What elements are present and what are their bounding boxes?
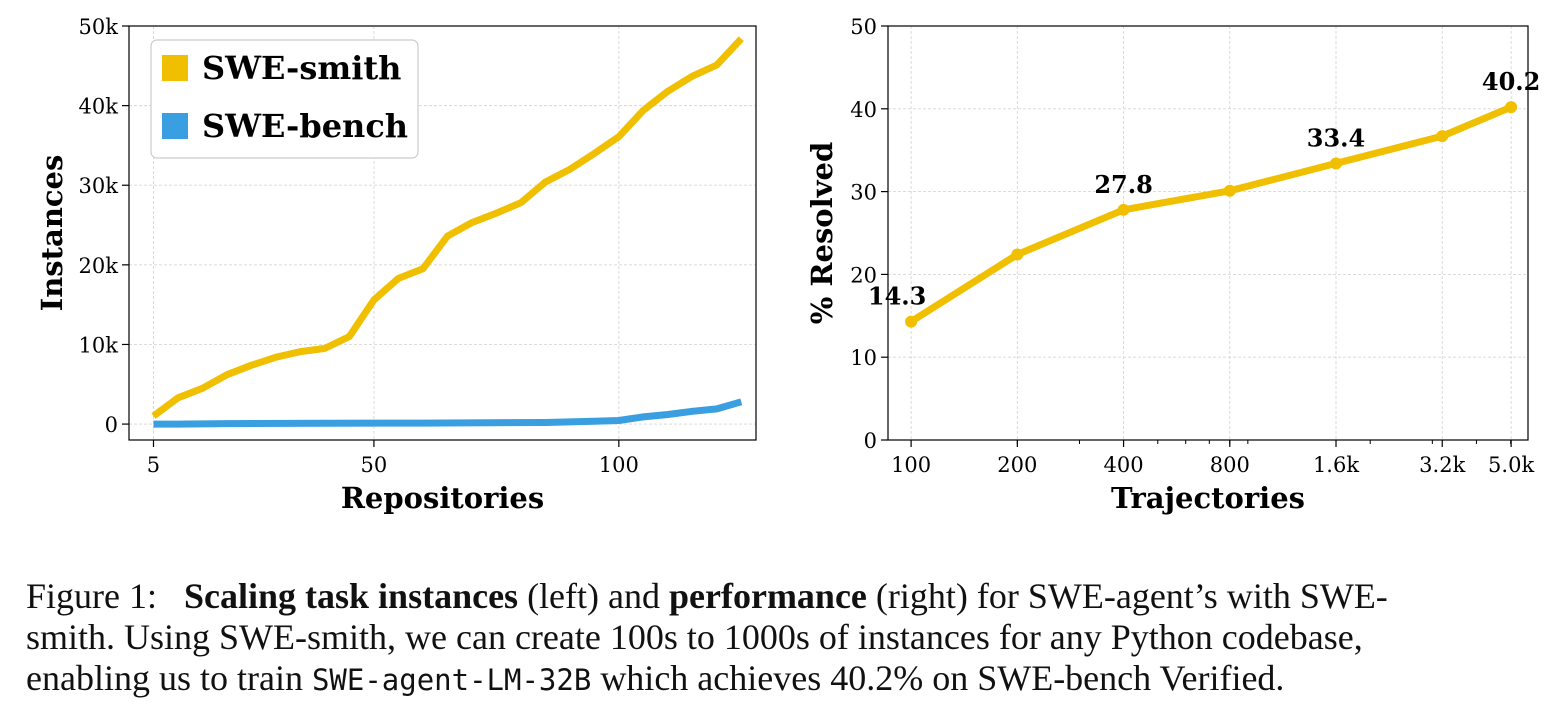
caption-line-2: smith. Using SWE-smith, we can create 10… [26, 617, 1363, 657]
data-label-33-4: 33.4 [1307, 123, 1365, 152]
x-tick-label-5: 5 [147, 453, 160, 477]
y-axis-label: % Resolved [805, 142, 839, 324]
data-point-100 [905, 315, 918, 328]
x-tick-label-50: 50 [361, 453, 388, 477]
caption-line-3-post: which achieves 40.2% on SWE-bench Verifi… [591, 658, 1285, 698]
caption-prefix: Figure 1: [26, 576, 157, 616]
caption-line-3-pre: enabling us to train [26, 658, 312, 698]
legend-swatch-swe-bench [162, 113, 188, 139]
x-tick-label-800: 800 [1210, 453, 1250, 477]
x-tick-label-1-6k: 1.6k [1313, 453, 1359, 477]
y-tick-label-40: 40 [850, 98, 877, 122]
x-axis-label: Trajectories [1111, 481, 1305, 515]
y-tick-label-30k: 30k [79, 174, 119, 198]
legend-swatch-swe-smith [162, 55, 188, 81]
y-tick-label-0: 0 [105, 413, 118, 437]
caption-mid-1: (left) and [518, 576, 669, 616]
y-tick-label-10k: 10k [79, 333, 119, 357]
legend: SWE-smith SWE-bench [150, 39, 419, 159]
y-tick-label-50k: 50k [79, 15, 119, 39]
data-label-27-8: 27.8 [1094, 170, 1152, 199]
y-tick-label-20k: 20k [79, 254, 119, 278]
y-tick-label-20: 20 [850, 263, 877, 287]
legend-label-swe-smith: SWE-smith [202, 49, 401, 87]
x-tick-label-3-2k: 3.2k [1419, 453, 1465, 477]
chart-left-instances-vs-repositories: 5 50 100 0 10k 20k 30k 40k 50k Repositories Instan… [35, 15, 757, 515]
figure-charts: 5 50 100010k20k30k40k50kRepositoriesInstan… [35, 15, 1540, 515]
x-tick-label-5-0k: 5.0k [1488, 453, 1534, 477]
plot-frame [128, 25, 757, 441]
y-tick-label-0: 0 [864, 429, 877, 453]
x-tick-label-200: 200 [997, 453, 1037, 477]
data-point-3-2k [1436, 130, 1449, 143]
caption-bold-performance: performance [669, 576, 867, 616]
data-point-400 [1117, 203, 1130, 216]
caption-line-1: Figure 1: Scaling task instances (left) … [26, 576, 1546, 617]
series-line-swe-smith [151, 36, 744, 419]
data-point-800 [1223, 184, 1236, 197]
data-label-40-2: 40.2 [1482, 67, 1540, 96]
y-tick-label-50: 50 [850, 15, 877, 39]
y-axis-label: Instances [35, 155, 69, 312]
chart-right-resolved-vs-trajectories: 100 200 400 800 1.6k 3.2k 5.0k 0 10 20 30 40 50 Traje… [805, 15, 1540, 515]
legend-box [150, 39, 419, 159]
x-tick-label-100: 100 [891, 453, 931, 477]
series-line-swe-agent-lm-32b [909, 103, 1513, 325]
figure-caption: Figure 1: Scaling task instances (left) … [26, 576, 1546, 701]
data-label-14-3: 14.3 [868, 282, 926, 311]
series-line-swe-bench [153, 398, 743, 428]
y-tick-label-10: 10 [850, 346, 877, 370]
y-tick-label-30: 30 [850, 181, 877, 205]
caption-mid-2: (right) for SWE-agent’s with SWE- [866, 576, 1388, 616]
plot-frame [887, 25, 1529, 441]
data-point-1-6k [1330, 157, 1343, 170]
x-tick-label-400: 400 [1104, 453, 1144, 477]
x-axis-label: Repositories [341, 481, 544, 515]
caption-bold-instances: Scaling task instances [184, 576, 519, 616]
caption-line-3: enabling us to train SWE-agent-LM-32B wh… [26, 658, 1546, 701]
x-tick-label-100: 100 [599, 453, 639, 477]
y-tick-label-40k: 40k [79, 95, 119, 119]
caption-model-name: SWE-agent-LM-32B [311, 663, 592, 697]
legend-label-swe-bench: SWE-bench [202, 107, 408, 145]
data-point-200 [1011, 248, 1024, 261]
data-point-5-0k [1505, 101, 1518, 114]
